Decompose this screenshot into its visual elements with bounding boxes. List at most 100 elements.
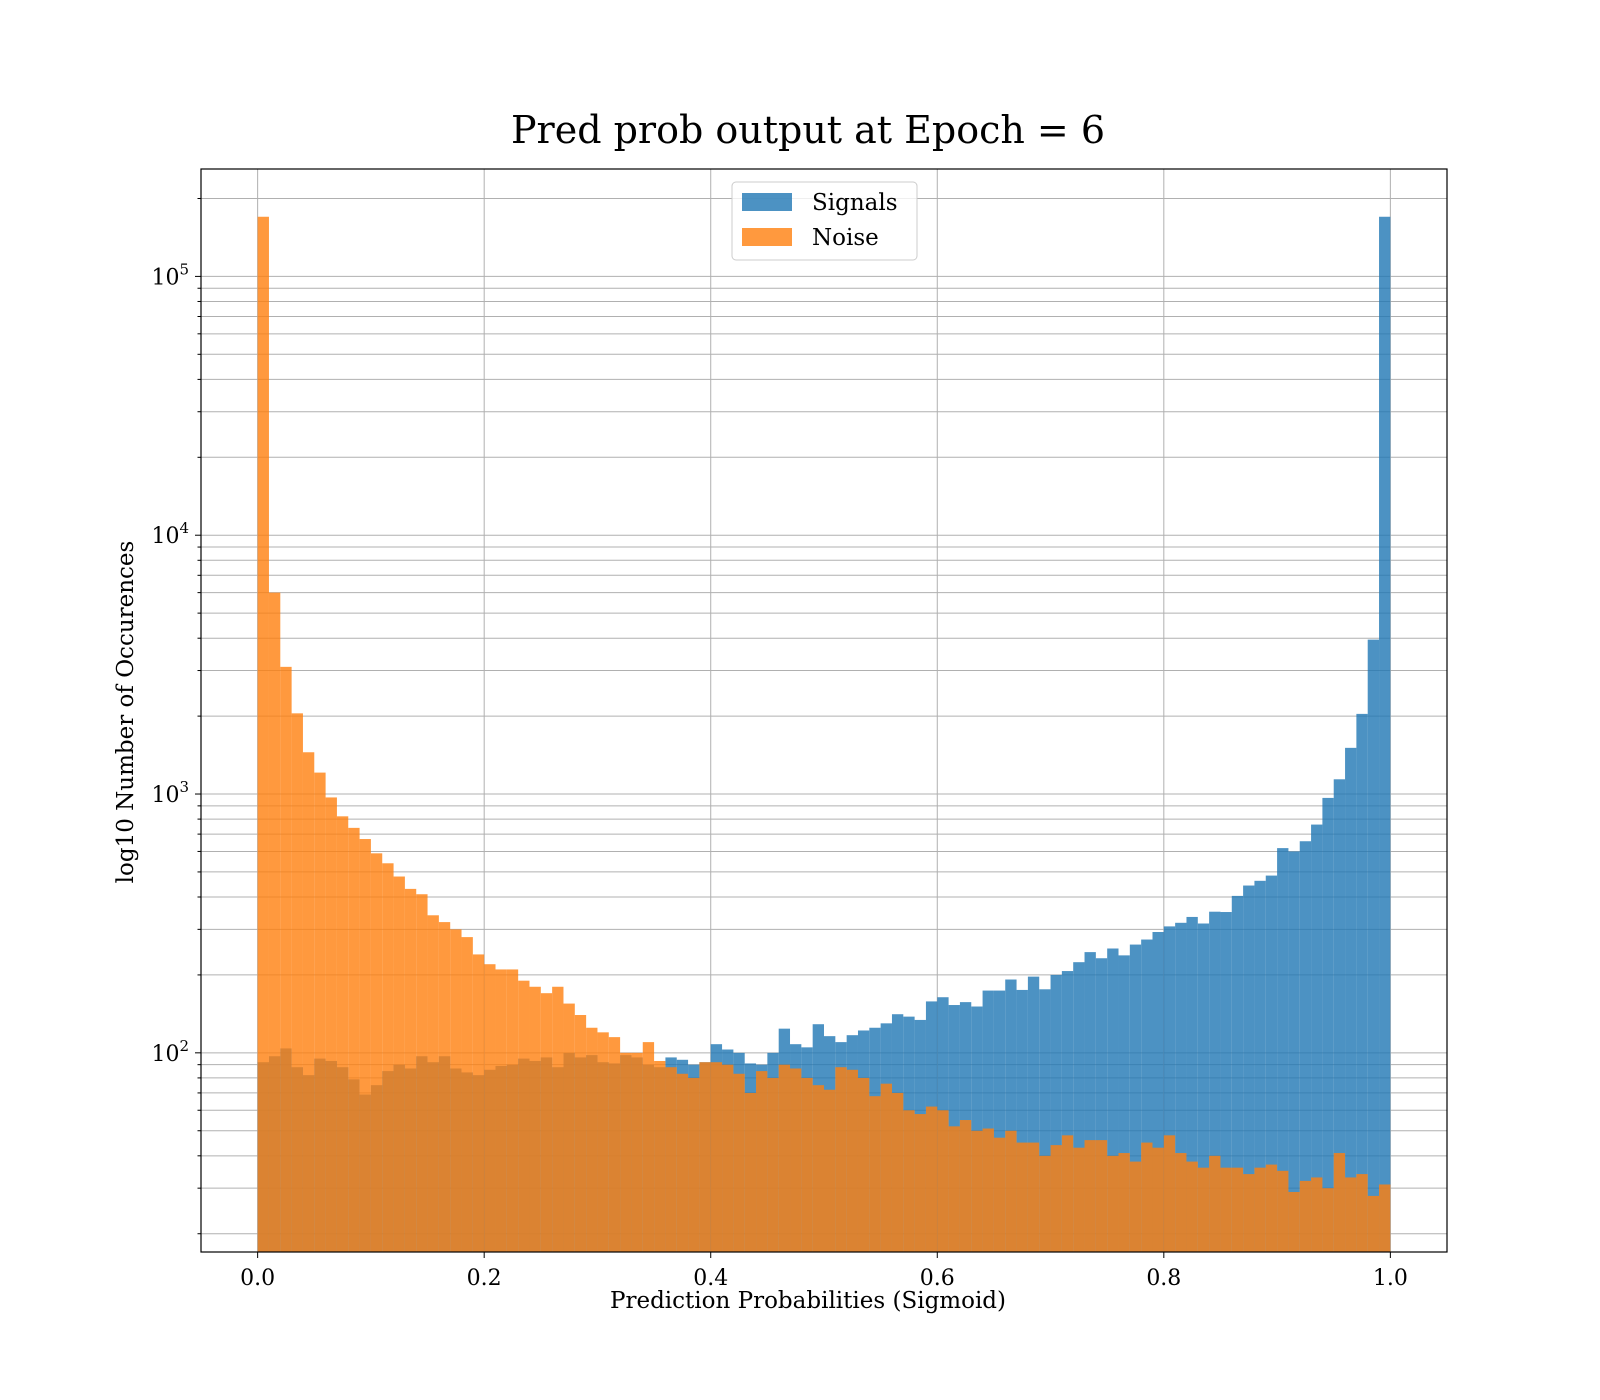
signals-bar bbox=[1050, 974, 1062, 1252]
noise-bar bbox=[1254, 1167, 1266, 1252]
legend: Signals Noise bbox=[731, 181, 918, 261]
noise-bar bbox=[314, 772, 326, 1252]
noise-bar bbox=[427, 915, 439, 1252]
signals-bar bbox=[1107, 948, 1119, 1252]
noise-bar bbox=[506, 969, 519, 1252]
y-tick-label: 102 bbox=[151, 1037, 189, 1067]
noise-bar bbox=[891, 1092, 904, 1252]
chart-title: Pred prob output at Epoch = 6 bbox=[511, 108, 1105, 152]
x-tick-label: 0.6 bbox=[920, 1266, 955, 1291]
signals-bar bbox=[1254, 880, 1266, 1252]
noise-bar bbox=[903, 1110, 915, 1252]
noise-bar bbox=[1107, 1155, 1119, 1252]
noise-bar bbox=[1311, 1177, 1323, 1252]
noise-bar bbox=[280, 666, 292, 1252]
noise-bar bbox=[756, 1071, 768, 1252]
noise-bar bbox=[1141, 1142, 1153, 1252]
noise-bar bbox=[1005, 1130, 1017, 1252]
signals-bar bbox=[1152, 932, 1164, 1252]
signals-bar bbox=[1175, 922, 1187, 1252]
signals-bar bbox=[982, 990, 994, 1252]
noise-bar bbox=[1084, 1140, 1096, 1252]
noise-bar bbox=[1027, 1142, 1040, 1252]
x-tick-labels: 0.0 0.2 0.4 0.6 0.8 1.0 bbox=[240, 1266, 1408, 1291]
y-tick-labels: 102 103 104 105 bbox=[151, 260, 189, 1066]
noise-bar bbox=[767, 1077, 779, 1252]
signals-bar bbox=[1039, 989, 1051, 1252]
signals-bar bbox=[1027, 976, 1040, 1252]
signals-bar bbox=[1243, 885, 1255, 1252]
noise-bar bbox=[688, 1077, 700, 1252]
signals-bar bbox=[1197, 923, 1210, 1252]
noise-bar bbox=[744, 1092, 757, 1252]
noise-bar bbox=[778, 1064, 791, 1252]
legend-swatch-signals bbox=[742, 193, 792, 211]
signals-bar bbox=[1061, 971, 1074, 1252]
noise-bar bbox=[1016, 1142, 1028, 1252]
noise-bar bbox=[959, 1120, 972, 1252]
noise-bar bbox=[665, 1067, 677, 1252]
noise-bar bbox=[1231, 1167, 1244, 1252]
signals-bar bbox=[1265, 875, 1278, 1252]
noise-bar bbox=[472, 954, 485, 1252]
noise-bar bbox=[461, 937, 473, 1252]
noise-bar bbox=[1356, 1174, 1368, 1252]
noise-bar bbox=[450, 929, 462, 1252]
y-tick-label: 103 bbox=[151, 778, 189, 808]
noise-bar bbox=[1095, 1140, 1108, 1252]
signals-bar bbox=[1379, 216, 1391, 1252]
signals-bar bbox=[1356, 713, 1368, 1252]
noise-bar bbox=[393, 876, 405, 1252]
noise-series bbox=[257, 216, 1391, 1252]
noise-bar bbox=[857, 1077, 870, 1252]
noise-bar bbox=[654, 1060, 666, 1252]
noise-bar bbox=[1379, 1184, 1391, 1252]
signals-bar bbox=[1118, 955, 1130, 1252]
noise-bar bbox=[552, 986, 564, 1252]
signals-bar bbox=[971, 1006, 983, 1252]
signals-bar bbox=[1005, 979, 1017, 1252]
signals-bar bbox=[1209, 911, 1221, 1252]
noise-bar bbox=[824, 1089, 836, 1252]
noise-bar bbox=[1209, 1155, 1221, 1252]
noise-bar bbox=[1129, 1161, 1142, 1252]
signals-bar bbox=[1186, 916, 1198, 1252]
noise-bar bbox=[404, 888, 417, 1252]
signals-bar bbox=[1288, 851, 1300, 1252]
signals-bar bbox=[1367, 639, 1380, 1252]
signals-bar bbox=[1016, 989, 1028, 1252]
noise-bar bbox=[1061, 1135, 1074, 1252]
noise-bar bbox=[540, 993, 553, 1252]
noise-bar bbox=[1175, 1153, 1187, 1252]
noise-bar bbox=[982, 1128, 994, 1252]
noise-bar bbox=[325, 797, 337, 1252]
noise-bar bbox=[1322, 1188, 1334, 1252]
signals-bar bbox=[993, 990, 1006, 1252]
x-tick-label: 0.8 bbox=[1146, 1266, 1181, 1291]
signals-bar bbox=[1163, 926, 1176, 1252]
noise-bar bbox=[563, 1003, 575, 1252]
noise-bar bbox=[359, 839, 371, 1252]
noise-bar bbox=[257, 216, 269, 1252]
noise-bar bbox=[676, 1073, 689, 1252]
noise-bar bbox=[1152, 1147, 1164, 1252]
noise-bar bbox=[620, 1052, 632, 1252]
noise-bar bbox=[971, 1130, 983, 1252]
noise-bar bbox=[1277, 1170, 1289, 1252]
x-tick-label: 0.2 bbox=[467, 1266, 502, 1291]
signals-bar bbox=[1345, 747, 1357, 1252]
signals-bar bbox=[1141, 939, 1153, 1252]
noise-bar bbox=[880, 1083, 892, 1252]
noise-bar bbox=[1073, 1147, 1085, 1252]
noise-bar bbox=[642, 1042, 655, 1252]
noise-bar bbox=[812, 1085, 824, 1252]
signals-bar bbox=[1073, 962, 1085, 1252]
noise-bar bbox=[597, 1032, 609, 1252]
legend-label-signals: Signals bbox=[812, 190, 898, 216]
noise-bar bbox=[370, 853, 383, 1252]
signals-bar bbox=[1333, 779, 1346, 1252]
tick-marks bbox=[195, 197, 1391, 1258]
y-axis-label: log10 Number of Occurences bbox=[113, 541, 139, 884]
noise-bar bbox=[302, 752, 315, 1252]
noise-bar bbox=[336, 816, 349, 1252]
